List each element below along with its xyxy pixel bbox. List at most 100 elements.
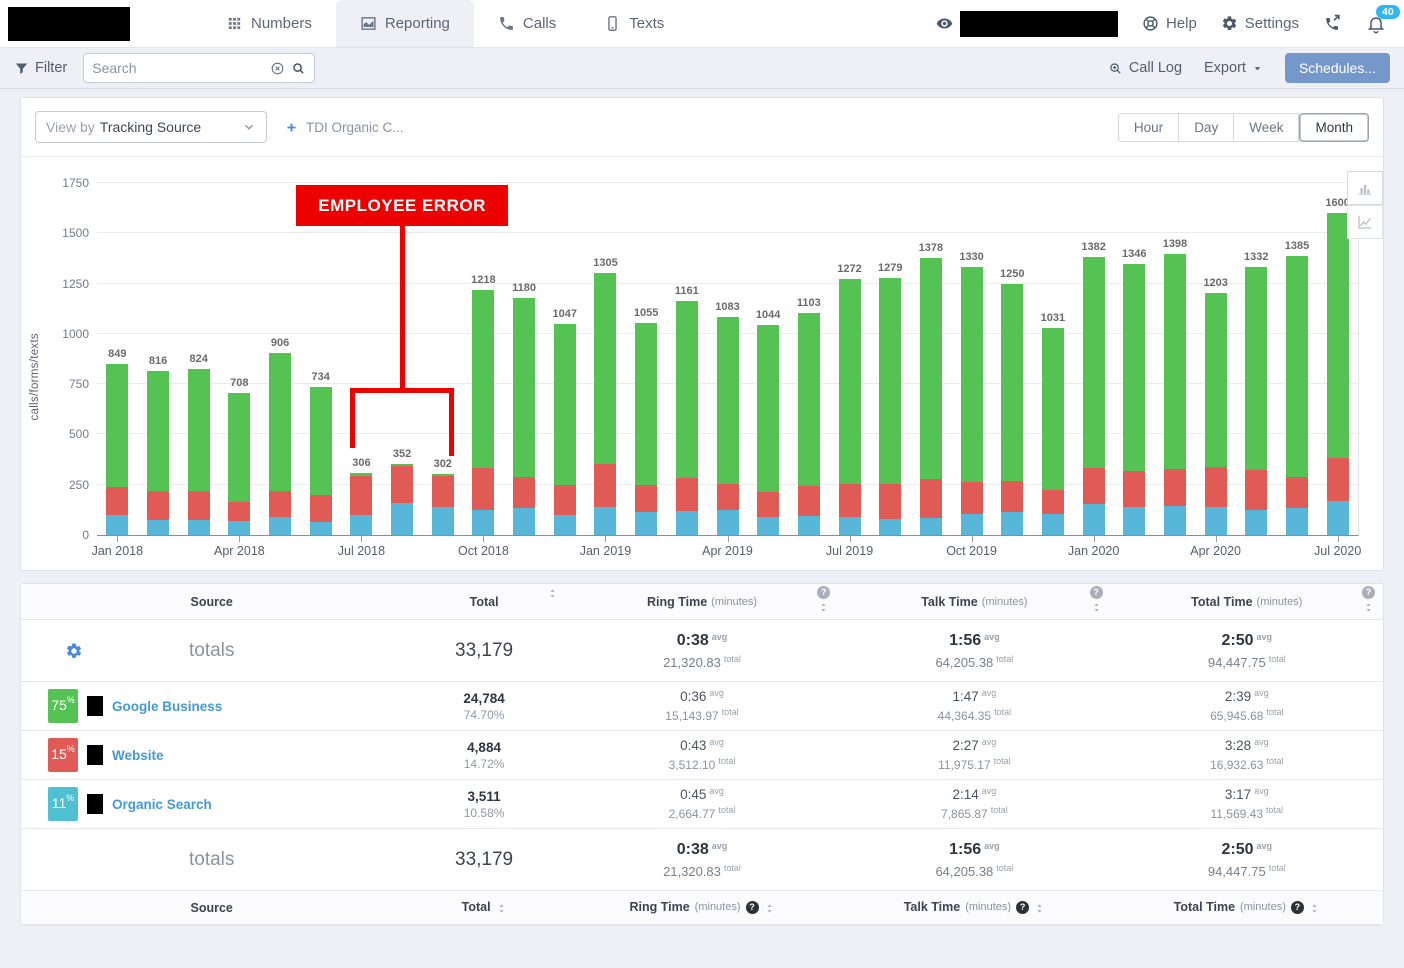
bar-mar-2018[interactable] [187,369,210,535]
avg-value: 2:39 [1224,688,1252,704]
bar-nov-2019[interactable] [1001,283,1024,535]
clear-search-icon[interactable] [270,61,285,76]
sort-button[interactable] [764,900,775,914]
bar-sep-2018[interactable] [431,474,454,535]
help-icon[interactable]: ? [817,586,831,599]
footer-column-ring-time[interactable]: Ring Time (minutes)? [566,900,838,914]
bar-sep-2019[interactable] [919,257,942,535]
x-axis-tick [605,536,607,542]
tab-reporting[interactable]: Reporting [335,0,474,47]
bar-dec-2018[interactable] [553,324,576,535]
help-icon[interactable]: ? [745,900,759,914]
bar-jul-2019[interactable] [838,279,861,535]
bar-may-2018[interactable] [269,352,292,535]
bar-jun-2018[interactable] [309,387,332,535]
bar-mar-2020[interactable] [1163,253,1186,535]
help-icon[interactable]: ? [1016,900,1030,914]
mobile-icon [604,15,621,32]
bar-may-2019[interactable] [757,325,780,535]
call-log-button[interactable]: Call Log [1108,60,1182,76]
sort-button[interactable] [1309,900,1320,914]
column-header-ring-time[interactable]: Ring Time (minutes)? [566,584,838,620]
bar-jul-2020[interactable] [1326,213,1349,535]
app-logo-redacted[interactable] [8,7,130,41]
range-day-button[interactable]: Day [1179,112,1235,142]
range-week-button[interactable]: Week [1234,112,1300,142]
column-header-total-time[interactable]: Total Time (minutes)? [1111,584,1383,620]
source-filter-chip[interactable]: TDI Organic C... [285,120,404,135]
source-link[interactable]: Google Business [112,698,223,714]
column-header-total[interactable]: Total [402,584,565,620]
totals-count: 33,179 [455,848,514,870]
bar-apr-2020[interactable] [1204,293,1227,535]
footer-column-total-time[interactable]: Total Time (minutes)? [1111,900,1383,914]
bar-aug-2019[interactable] [879,277,902,535]
range-hour-button[interactable]: Hour [1117,112,1180,142]
bar-aug-2018[interactable] [391,464,414,535]
sort-button[interactable] [547,586,558,600]
bar-jun-2020[interactable] [1285,256,1308,535]
bar-segment-google-business [269,352,292,491]
schedules-button[interactable]: Schedules... [1284,53,1390,83]
source-link[interactable]: Website [112,747,164,763]
bar-segment-website [228,501,251,521]
bar-apr-2019[interactable] [716,317,739,535]
search-input[interactable] [92,60,265,76]
bar-may-2020[interactable] [1245,267,1268,535]
tab-numbers[interactable]: Numbers [202,0,336,47]
help-icon[interactable]: ? [1089,586,1103,599]
settings-button[interactable]: Settings [1221,15,1299,32]
tab-texts[interactable]: Texts [580,0,688,47]
tab-calls[interactable]: Calls [474,0,580,47]
totals-label: totals [188,848,235,870]
total-count: 3,511 [467,788,501,804]
bar-apr-2018[interactable] [228,392,251,535]
footer-column-talk-time[interactable]: Talk Time (minutes)? [838,900,1110,914]
ring-time-cell: 0:36 avg 15,143.97 total [566,687,838,725]
source-link[interactable]: Organic Search [112,796,212,812]
column-header-talk-time[interactable]: Talk Time (minutes)? [838,584,1110,620]
line-chart-type-button[interactable] [1347,205,1383,239]
view-by-select[interactable]: View by Tracking Source [35,111,267,143]
sort-button[interactable] [818,600,829,614]
bar-value-label: 306 [352,457,371,470]
bar-feb-2018[interactable] [147,370,170,535]
bar-oct-2018[interactable] [472,290,495,535]
bar-chart-type-button[interactable] [1347,171,1383,205]
sort-button[interactable] [1363,600,1374,614]
bar-oct-2019[interactable] [960,267,983,535]
bar-jun-2019[interactable] [797,313,820,535]
bar-jan-2020[interactable] [1082,257,1105,535]
bar-mar-2019[interactable] [675,301,698,535]
range-month-button[interactable]: Month [1299,112,1369,142]
sort-button[interactable] [1091,600,1102,614]
footer-column-source[interactable]: Source [21,901,402,915]
bar-feb-2019[interactable] [635,322,658,535]
search-icon[interactable] [291,61,306,76]
bar-segment-google-business [1285,256,1308,477]
talk-time-cell: 1:47 avg 44,364.35 total [838,687,1110,725]
dialer-button[interactable] [1323,14,1342,33]
bar-jan-2018[interactable] [106,364,129,535]
avg-unit: avg [709,785,724,796]
filter-button[interactable]: Filter [14,60,67,76]
help-icon[interactable]: ? [1290,900,1304,914]
column-header-source[interactable]: Source [21,584,402,620]
bar-jan-2019[interactable] [594,272,617,535]
footer-column-total[interactable]: Total [402,900,565,914]
notifications-button[interactable]: 40 [1366,4,1400,34]
account-switcher[interactable] [936,10,1118,37]
bar-dec-2019[interactable] [1041,327,1064,535]
column-settings-gear-icon[interactable] [65,642,83,660]
sort-button[interactable] [496,900,507,914]
export-dropdown[interactable]: Export [1204,60,1263,76]
help-icon[interactable]: ? [1361,586,1375,599]
bar-jul-2018[interactable] [350,473,373,535]
help-button[interactable]: Help [1142,15,1197,32]
bar-nov-2018[interactable] [513,297,536,535]
totals-row-top: totals 33,179 0:38 avg 21,320.83 total 1:56 avg… [21,620,1383,682]
bar-value-label: 1330 [959,251,984,264]
total-time-cell: 3:17 avg 11,569.43 total [1111,785,1383,823]
sort-button[interactable] [1034,900,1045,914]
bar-feb-2020[interactable] [1123,264,1146,535]
